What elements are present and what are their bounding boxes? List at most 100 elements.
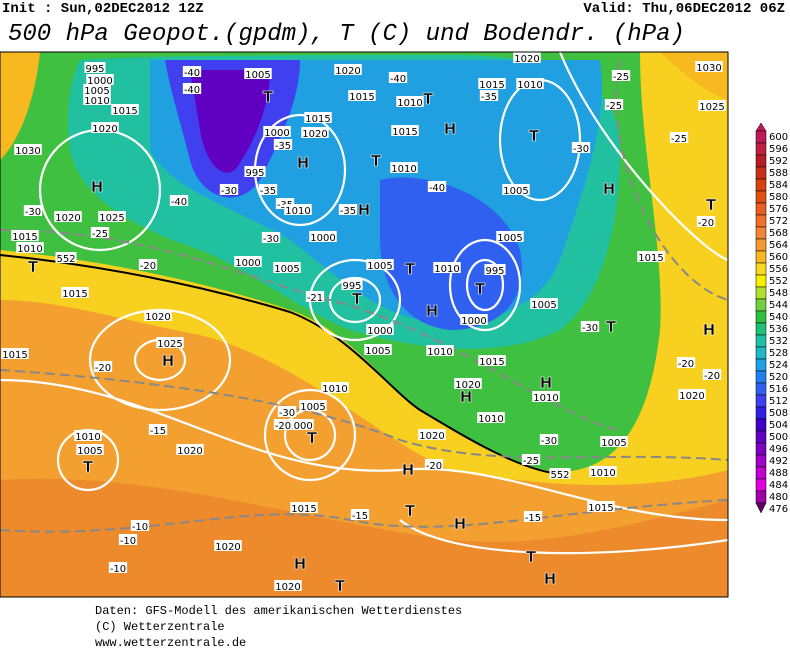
map-label: 1015 (62, 289, 87, 300)
map-label: 1000 (87, 76, 112, 87)
colorbar-label: 512 (769, 396, 788, 407)
label-box (176, 444, 204, 455)
colorbar-label: 572 (769, 216, 788, 227)
pressure-center: H (294, 555, 307, 573)
map-label: 1025 (99, 213, 124, 224)
colorbar-swatch (755, 502, 767, 514)
label-box (426, 345, 454, 356)
map-label: -20 (95, 363, 111, 374)
label-box (637, 251, 665, 262)
pressure-center: H (162, 352, 175, 370)
label-box (1, 348, 29, 359)
map-label: 1005 (601, 438, 626, 449)
map-label: -20 (140, 261, 156, 272)
map-label: 995 (485, 266, 504, 277)
map-label: 1025 (699, 102, 724, 113)
label-box (433, 262, 461, 273)
map-label: 1010 (17, 244, 42, 255)
label-box (496, 231, 524, 242)
colorbar-swatch (755, 130, 767, 144)
colorbar-label: 560 (769, 252, 788, 263)
colorbar-swatch (755, 250, 767, 264)
label-box (366, 259, 394, 270)
label-box (263, 126, 291, 137)
label-box (604, 99, 624, 110)
map-label: 1015 (349, 92, 374, 103)
map-label: 1020 (514, 54, 539, 65)
colorbar-label: 588 (769, 168, 788, 179)
colorbar-label: 580 (769, 192, 788, 203)
map-label: 1005 (365, 346, 390, 357)
label-box (502, 184, 530, 195)
label-box (348, 90, 376, 101)
colorbar-label: 532 (769, 336, 788, 347)
label-box (275, 198, 295, 209)
pressure-center: H (91, 178, 104, 196)
map-label: 1010 (434, 264, 459, 275)
map-label: 1005 (497, 233, 522, 244)
colorbar-label: 516 (769, 384, 788, 395)
map-label: 1010 (285, 206, 310, 217)
colorbar-label: 524 (769, 360, 788, 371)
colorbar-swatch (755, 406, 767, 420)
map-label: -20 (426, 461, 442, 472)
label-box (364, 344, 392, 355)
map-label: 995 (245, 168, 264, 179)
map-label: 995 (342, 281, 361, 292)
colorbar-swatch (755, 418, 767, 432)
map-label: 1010 (397, 98, 422, 109)
colorbar-swatch (755, 430, 767, 444)
label-box (273, 139, 293, 150)
colorbar-swatch (755, 262, 767, 276)
map-label: 1020 (419, 431, 444, 442)
label-box (11, 230, 39, 241)
map-label: 1020 (275, 582, 300, 593)
label-box (182, 66, 202, 77)
pressure-center: T (263, 88, 274, 106)
map-label: 1015 (479, 357, 504, 368)
pressure-center: H (703, 321, 716, 339)
label-box (532, 391, 560, 402)
label-box (388, 72, 408, 83)
map-label: -15 (352, 511, 368, 522)
map-label: 1000 (310, 233, 335, 244)
map-label: -25 (92, 229, 108, 240)
pressure-center: T (371, 152, 382, 170)
colorbar-label: 504 (769, 420, 788, 431)
colorbar-label: 552 (769, 276, 788, 287)
colorbar-swatch (755, 478, 767, 492)
label-box (54, 211, 82, 222)
label-box (424, 459, 444, 470)
map-label: 1000 (287, 421, 312, 432)
label-box (539, 434, 559, 445)
label-box (83, 94, 111, 105)
label-box (549, 468, 571, 479)
map-label: 1000 (264, 128, 289, 139)
colorbar-swatch (755, 466, 767, 480)
label-box (571, 142, 591, 153)
label-box (130, 520, 150, 531)
map-label: 1005 (77, 446, 102, 457)
map-label: -10 (132, 522, 148, 533)
map-label: 1015 (12, 232, 37, 243)
label-box (530, 298, 558, 309)
label-box (138, 259, 158, 270)
map-label: 1015 (291, 504, 316, 515)
colorbar-label: 492 (769, 456, 788, 467)
label-box (234, 256, 262, 267)
colorbar-label: 496 (769, 444, 788, 455)
map-label: 1015 (479, 80, 504, 91)
map-label: 552 (56, 254, 75, 265)
colorbar-swatch (755, 310, 767, 324)
map-label: 1015 (305, 114, 330, 125)
label-box (148, 424, 168, 435)
label-box (366, 324, 394, 335)
label-box (513, 52, 541, 63)
map-label: -25 (606, 101, 622, 112)
map-label: 1005 (274, 264, 299, 275)
colorbar-cap (755, 122, 767, 132)
colorbar-swatch (755, 334, 767, 348)
colorbar-label: 508 (769, 408, 788, 419)
label-box (341, 279, 363, 290)
footer-line: www.wetterzentrale.de (95, 636, 246, 648)
